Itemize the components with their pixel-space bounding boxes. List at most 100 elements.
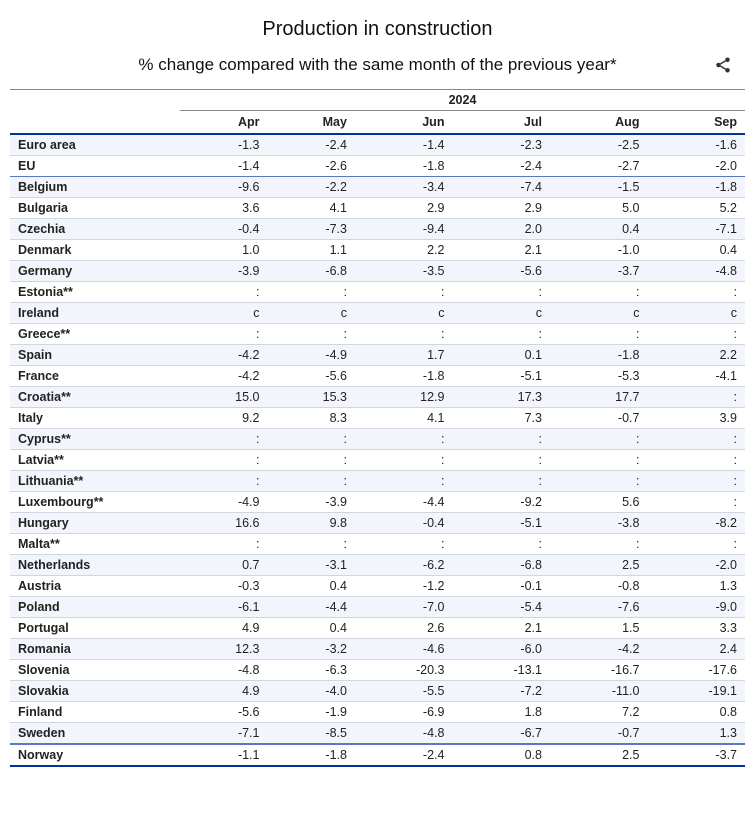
- cell-value: -4.0: [267, 681, 354, 702]
- cell-value: 8.3: [267, 408, 354, 429]
- cell-value: :: [452, 450, 550, 471]
- cell-value: -7.4: [452, 177, 550, 198]
- table-row: EU-1.4-2.6-1.8-2.4-2.7-2.0: [10, 156, 745, 177]
- cell-value: c: [452, 303, 550, 324]
- cell-value: -4.2: [180, 366, 267, 387]
- cell-value: :: [647, 282, 745, 303]
- share-button[interactable]: [711, 53, 735, 77]
- cell-value: -1.4: [355, 134, 453, 156]
- cell-value: -6.3: [267, 660, 354, 681]
- row-label: Hungary: [10, 513, 180, 534]
- cell-value: -4.9: [267, 345, 354, 366]
- cell-value: 0.4: [267, 576, 354, 597]
- page-subtitle: % change compared with the same month of…: [138, 55, 616, 75]
- row-label: Croatia**: [10, 387, 180, 408]
- cell-value: :: [452, 471, 550, 492]
- cell-value: -1.8: [647, 177, 745, 198]
- table-row: Irelandcccccc: [10, 303, 745, 324]
- cell-value: -13.1: [452, 660, 550, 681]
- row-label: Malta**: [10, 534, 180, 555]
- cell-value: :: [647, 450, 745, 471]
- cell-value: -1.2: [355, 576, 453, 597]
- cell-value: -6.8: [452, 555, 550, 576]
- cell-value: 2.6: [355, 618, 453, 639]
- cell-value: :: [647, 534, 745, 555]
- cell-value: -1.8: [355, 366, 453, 387]
- table-row: Denmark1.01.12.22.1-1.00.4: [10, 240, 745, 261]
- table-row: Finland-5.6-1.9-6.91.87.20.8: [10, 702, 745, 723]
- cell-value: :: [647, 429, 745, 450]
- cell-value: :: [355, 324, 453, 345]
- cell-value: -4.8: [355, 723, 453, 745]
- table-header-spacer: [10, 90, 180, 111]
- row-label: Poland: [10, 597, 180, 618]
- cell-value: -4.6: [355, 639, 453, 660]
- cell-value: :: [647, 387, 745, 408]
- cell-value: -3.7: [647, 744, 745, 766]
- cell-value: :: [647, 492, 745, 513]
- row-label: Greece**: [10, 324, 180, 345]
- cell-value: -16.7: [550, 660, 648, 681]
- cell-value: -8.2: [647, 513, 745, 534]
- cell-value: :: [180, 450, 267, 471]
- cell-value: -3.8: [550, 513, 648, 534]
- table-row: Romania12.3-3.2-4.6-6.0-4.22.4: [10, 639, 745, 660]
- cell-value: -1.9: [267, 702, 354, 723]
- cell-value: -4.8: [647, 261, 745, 282]
- share-icon: [714, 56, 732, 74]
- cell-value: -9.6: [180, 177, 267, 198]
- cell-value: :: [452, 324, 550, 345]
- cell-value: 16.6: [180, 513, 267, 534]
- cell-value: 2.0: [452, 219, 550, 240]
- cell-value: -6.2: [355, 555, 453, 576]
- cell-value: -4.4: [355, 492, 453, 513]
- table-row: Belgium-9.6-2.2-3.4-7.4-1.5-1.8: [10, 177, 745, 198]
- cell-value: :: [355, 429, 453, 450]
- cell-value: -2.6: [267, 156, 354, 177]
- cell-value: -1.8: [267, 744, 354, 766]
- cell-value: 1.5: [550, 618, 648, 639]
- cell-value: 1.3: [647, 576, 745, 597]
- table-row: Spain-4.2-4.91.70.1-1.82.2: [10, 345, 745, 366]
- cell-value: :: [550, 471, 648, 492]
- table-row: Czechia-0.4-7.3-9.42.00.4-7.1: [10, 219, 745, 240]
- cell-value: 0.8: [647, 702, 745, 723]
- cell-value: :: [452, 429, 550, 450]
- cell-value: 2.2: [647, 345, 745, 366]
- row-label: Belgium: [10, 177, 180, 198]
- table-row: Austria-0.30.4-1.2-0.1-0.81.3: [10, 576, 745, 597]
- cell-value: c: [267, 303, 354, 324]
- cell-value: 0.1: [452, 345, 550, 366]
- row-label: Cyprus**: [10, 429, 180, 450]
- cell-value: :: [550, 534, 648, 555]
- cell-value: -5.4: [452, 597, 550, 618]
- cell-value: -7.2: [452, 681, 550, 702]
- cell-value: -3.4: [355, 177, 453, 198]
- table-row: Hungary16.69.8-0.4-5.1-3.8-8.2: [10, 513, 745, 534]
- cell-value: :: [180, 471, 267, 492]
- table-row: Greece**::::::: [10, 324, 745, 345]
- table-row: Malta**::::::: [10, 534, 745, 555]
- cell-value: -5.1: [452, 366, 550, 387]
- cell-value: -1.3: [180, 134, 267, 156]
- cell-value: -0.4: [355, 513, 453, 534]
- row-label: Latvia**: [10, 450, 180, 471]
- table-row: Portugal4.90.42.62.11.53.3: [10, 618, 745, 639]
- row-label: Ireland: [10, 303, 180, 324]
- cell-value: :: [647, 324, 745, 345]
- row-label: Germany: [10, 261, 180, 282]
- cell-value: -2.7: [550, 156, 648, 177]
- cell-value: 2.9: [452, 198, 550, 219]
- cell-value: :: [452, 534, 550, 555]
- cell-value: 1.7: [355, 345, 453, 366]
- table-col-header: Sep: [647, 111, 745, 135]
- table-body: Euro area-1.3-2.4-1.4-2.3-2.5-1.6EU-1.4-…: [10, 134, 745, 766]
- cell-value: 7.3: [452, 408, 550, 429]
- cell-value: -5.3: [550, 366, 648, 387]
- row-label: Norway: [10, 744, 180, 766]
- cell-value: -2.2: [267, 177, 354, 198]
- cell-value: -0.1: [452, 576, 550, 597]
- cell-value: -4.9: [180, 492, 267, 513]
- cell-value: -4.8: [180, 660, 267, 681]
- cell-value: :: [550, 324, 648, 345]
